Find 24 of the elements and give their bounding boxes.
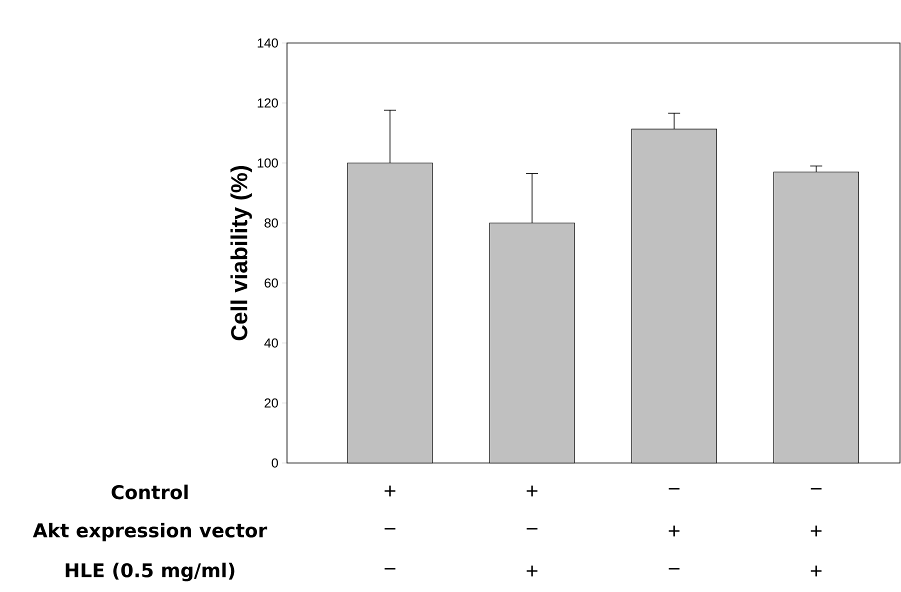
text: + [526,566,538,576]
text: + [526,486,538,496]
y-tick-label: 0 [272,458,278,468]
text: + [668,526,680,536]
y-axis-title: Cell viability (%) [230,166,252,340]
text: + [384,486,396,496]
y-tick-label: 100 [258,158,278,168]
text: − [668,568,680,570]
y-tick-label: 40 [264,338,278,348]
text: − [668,488,680,490]
text: Control [112,484,188,500]
text: + [810,566,822,576]
y-tick-label: 20 [264,398,278,408]
y-tick-label: 140 [258,38,278,48]
y-tick-label: 60 [264,278,278,288]
text: − [810,488,822,490]
y-tick-label: 80 [264,218,278,228]
y-tick-label: 120 [258,98,278,108]
text: − [384,528,396,530]
text: + [810,526,822,536]
text: − [526,528,538,530]
text: − [384,568,396,570]
text: Akt expression vector [32,522,268,542]
text: HLE (0.5 mg/ml) [66,562,234,582]
